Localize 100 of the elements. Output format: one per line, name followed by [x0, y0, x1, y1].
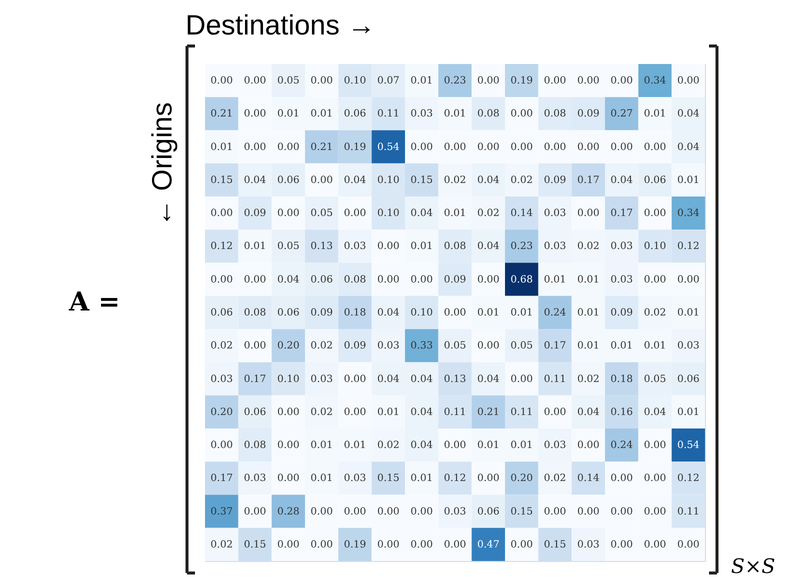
data-label: 0.01	[677, 406, 700, 418]
data-label: 0.05	[277, 76, 300, 87]
data-label: 0.15	[210, 174, 233, 186]
data-label: 0.20	[210, 406, 233, 418]
data-label: 0.02	[310, 340, 333, 352]
data-label: 0.14	[577, 473, 600, 484]
data-label: 0.01	[444, 108, 466, 120]
data-label: 0.00	[310, 76, 333, 87]
data-label: 0.01	[210, 142, 233, 153]
data-label: 0.00	[477, 340, 500, 352]
data-label: 0.08	[244, 440, 266, 452]
data-label: 0.09	[244, 208, 266, 220]
data-label: 0.00	[277, 440, 300, 452]
data-label: 0.01	[310, 473, 333, 484]
data-label: 0.00	[610, 76, 633, 87]
data-label: 0.00	[577, 76, 600, 87]
data-label: 0.00	[610, 506, 633, 518]
data-label: 0.00	[477, 473, 500, 484]
data-label: 0.11	[544, 374, 566, 385]
data-label: 0.04	[377, 308, 400, 318]
data-label: 0.23	[510, 241, 533, 252]
data-label: 0.00	[577, 440, 600, 452]
data-label: 0.04	[577, 406, 600, 418]
data-label: 0.68	[510, 274, 533, 286]
data-label: 0.01	[244, 241, 266, 252]
data-label: 0.02	[577, 241, 600, 252]
data-label: 0.02	[644, 308, 666, 318]
data-label: 0.01	[610, 340, 633, 352]
data-label: 0.00	[610, 539, 633, 550]
data-label: 0.00	[210, 440, 233, 452]
data-label: 0.04	[644, 406, 666, 418]
data-label: 0.00	[477, 76, 500, 87]
data-label: 0.00	[210, 76, 233, 87]
data-label: 0.06	[677, 374, 700, 385]
data-label: 0.12	[444, 473, 466, 484]
data-label: 0.15	[544, 539, 566, 550]
data-label: 0.03	[344, 473, 366, 484]
data-label: 0.09	[444, 274, 466, 286]
data-label: 0.00	[644, 208, 666, 220]
data-label: 0.00	[477, 274, 500, 286]
data-label: 0.00	[644, 506, 666, 518]
data-label: 0.06	[344, 108, 366, 120]
data-label: 0.01	[677, 174, 700, 186]
data-label: 0.00	[677, 274, 700, 286]
data-label: 0.03	[444, 506, 466, 518]
data-label: 0.00	[244, 506, 266, 518]
data-label: 0.11	[510, 406, 533, 418]
data-label: 0.00	[544, 76, 566, 87]
data-label: 0.08	[444, 241, 466, 252]
data-label: 0.15	[410, 174, 433, 186]
data-label: 0.17	[210, 473, 233, 484]
data-label: 0.27	[610, 108, 633, 120]
data-label: 0.01	[310, 440, 333, 452]
data-label: 0.02	[210, 340, 233, 352]
data-label: 0.01	[544, 274, 566, 286]
data-label: 0.00	[244, 340, 266, 352]
data-label: 0.00	[644, 142, 666, 153]
y-axis-title: ← Origins	[146, 102, 178, 227]
data-label: 0.00	[677, 539, 700, 550]
data-label: 0.00	[477, 142, 500, 153]
data-label: 0.00	[544, 506, 566, 518]
data-label: 0.03	[677, 340, 700, 352]
data-label: 0.19	[344, 142, 366, 153]
data-label: 0.04	[410, 440, 433, 452]
data-label: 0.06	[310, 274, 333, 286]
data-label: 0.00	[610, 142, 633, 153]
data-label: 0.18	[344, 308, 366, 318]
data-label: 0.02	[510, 174, 533, 186]
data-label: 0.04	[610, 174, 633, 186]
data-label: 0.10	[410, 308, 433, 318]
data-label: 0.33	[410, 340, 433, 352]
data-label: 0.08	[244, 308, 266, 318]
data-label: 0.37	[210, 506, 233, 518]
data-label: 0.00	[410, 142, 433, 153]
data-label: 0.01	[410, 473, 433, 484]
data-label: 0.03	[610, 241, 633, 252]
data-label: 0.24	[544, 308, 566, 318]
data-label: 0.00	[410, 506, 433, 518]
data-label: 0.00	[410, 539, 433, 550]
data-label: 0.11	[377, 108, 400, 120]
data-label: 0.01	[310, 108, 333, 120]
data-label: 0.00	[377, 539, 400, 550]
data-label: 0.19	[344, 539, 366, 550]
data-label: 0.02	[310, 406, 333, 418]
data-label: 0.00	[410, 274, 433, 286]
data-label: 0.03	[344, 241, 366, 252]
data-label: 0.03	[544, 440, 566, 452]
x-axis-title: Destinations →	[186, 10, 376, 40]
data-label: 0.01	[577, 340, 600, 352]
data-label: 0.00	[344, 374, 366, 385]
data-label: 0.06	[277, 174, 300, 186]
data-label: 0.21	[477, 406, 500, 418]
data-label: 0.05	[444, 340, 466, 352]
data-label: 0.02	[544, 473, 566, 484]
data-label: 0.00	[577, 506, 600, 518]
data-label: 0.09	[610, 308, 633, 318]
data-label: 0.11	[677, 506, 700, 518]
data-label: 0.24	[610, 440, 633, 452]
data-label: 0.23	[444, 76, 466, 87]
data-label: 0.15	[377, 473, 400, 484]
